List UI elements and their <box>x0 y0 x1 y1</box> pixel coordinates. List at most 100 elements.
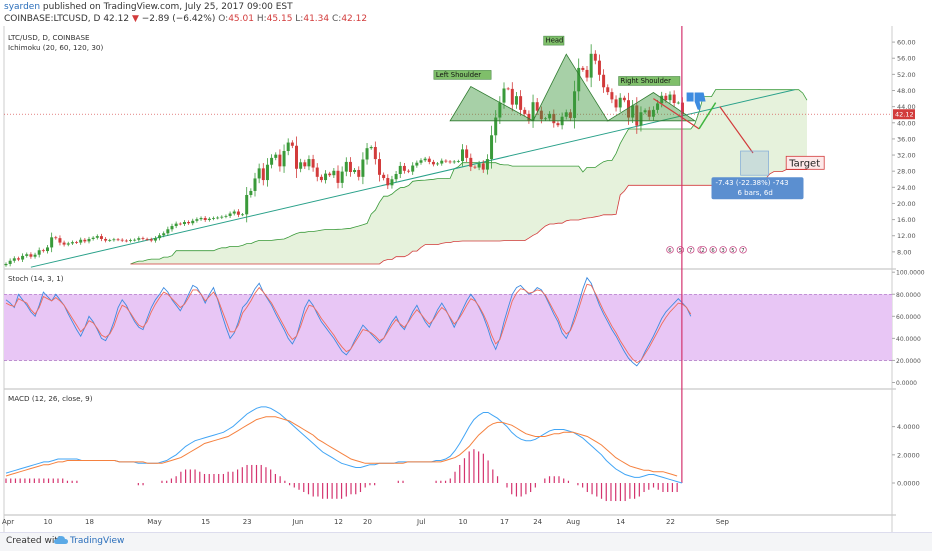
candle-body <box>597 60 601 75</box>
close-label: C: <box>331 14 342 24</box>
candle-body <box>54 237 58 239</box>
x-tick-label: 18 <box>85 518 94 526</box>
candle-body <box>631 105 635 118</box>
candle-body <box>456 161 460 162</box>
candle-body <box>544 118 547 120</box>
x-tick-label: 14 <box>616 518 625 526</box>
candle-body <box>373 146 377 160</box>
candle-body <box>573 91 577 118</box>
candle-body <box>66 243 70 245</box>
candle-body <box>361 159 365 177</box>
candle-body <box>369 146 373 149</box>
tradingview-brand[interactable]: TradingView <box>70 536 125 546</box>
candle-body <box>104 238 108 241</box>
candle-body <box>328 173 332 176</box>
stoch-y-tick-label: 40.0000 <box>896 336 921 343</box>
low-value: 41.34 <box>303 14 330 24</box>
chart-canvas[interactable]: 60.0056.0052.0048.0044.0040.0036.0032.00… <box>0 26 932 532</box>
target-label: Target <box>788 158 820 169</box>
candle-body <box>581 67 585 70</box>
candle-body <box>448 161 452 163</box>
candle-body <box>627 100 630 118</box>
candle-body <box>452 161 456 163</box>
x-tick-label: Sep <box>716 518 730 526</box>
candle-body <box>245 194 249 215</box>
candle-body <box>431 161 435 165</box>
candle-body <box>378 159 381 175</box>
x-tick-label: May <box>147 518 161 526</box>
candle-body <box>656 103 660 110</box>
candle-body <box>21 255 25 260</box>
x-tick-label: 10 <box>459 518 468 526</box>
candle-body <box>149 239 153 241</box>
candle-body <box>153 238 157 241</box>
candle-body <box>436 163 440 165</box>
candle-body <box>411 165 415 172</box>
candle-body <box>548 113 552 119</box>
candle-body <box>585 69 589 78</box>
candle-body <box>423 158 427 161</box>
y-tick-label: 12.00 <box>897 232 916 240</box>
event-mark <box>719 246 727 254</box>
event-mark-label: 2 <box>701 248 704 254</box>
ichimoku-span-b <box>130 169 807 265</box>
x-tick-label: 23 <box>243 518 252 526</box>
candle-body <box>664 95 668 101</box>
candle-body <box>16 258 20 260</box>
candle-body <box>129 240 132 241</box>
candle-body <box>315 167 319 177</box>
head-triangle <box>532 53 609 122</box>
candle-body <box>398 165 402 175</box>
high-label: H: <box>256 14 267 24</box>
candle-body <box>62 242 66 245</box>
candle-body <box>498 102 502 118</box>
candle-body <box>207 218 211 220</box>
candle-body <box>647 110 651 117</box>
candle-body <box>311 159 315 168</box>
candle-body <box>228 213 232 216</box>
candle-body <box>676 102 680 104</box>
left-shoulder-label-box <box>433 70 492 80</box>
candle-body <box>133 239 137 241</box>
candle-body <box>473 166 477 168</box>
stoch-y-tick-label: 0.0000 <box>896 380 917 387</box>
x-tick-label: 20 <box>363 518 372 526</box>
author-link[interactable]: syarden <box>4 2 41 12</box>
candle-body <box>79 239 83 243</box>
macd-y-tick-label: 0.0000 <box>897 480 920 488</box>
candle-body <box>145 238 149 240</box>
candle-body <box>344 161 348 172</box>
projection-target-arrow <box>719 106 754 154</box>
y-tick-label: 32.00 <box>897 152 916 160</box>
footer-bar: Created with TradingView <box>0 532 932 551</box>
candle-body <box>187 222 191 224</box>
candle-body <box>651 109 655 117</box>
candle-body <box>170 226 174 230</box>
last-price: 42.12 <box>103 14 130 24</box>
candle-body <box>199 217 203 220</box>
candle-body <box>568 112 572 118</box>
candle-body <box>519 96 523 110</box>
measure-bars-label: 6 bars, 6d <box>738 189 773 197</box>
x-tick-label: 10 <box>44 518 53 526</box>
x-tick-label: Aug <box>566 518 580 526</box>
candle-body <box>606 87 610 93</box>
event-mark <box>666 246 674 254</box>
event-mark <box>699 246 707 254</box>
candle-body <box>639 112 643 126</box>
candle-body <box>278 154 282 167</box>
candle-body <box>527 113 531 121</box>
candle-body <box>249 190 253 195</box>
candle-body <box>510 88 514 105</box>
candle-body <box>265 164 269 181</box>
candle-body <box>340 171 344 183</box>
y-tick-label: 40.00 <box>897 119 916 127</box>
event-mark-label: 5 <box>679 248 682 254</box>
event-mark-label: 6 <box>668 248 671 254</box>
x-tick-label: Jun <box>292 518 304 526</box>
candle-body <box>643 110 647 113</box>
ichimoku-label: Ichimoku (20, 60, 120, 30) <box>8 43 103 52</box>
right-shoulder-triangle <box>606 92 697 122</box>
candle-body <box>236 211 240 215</box>
candle-body <box>112 239 116 241</box>
